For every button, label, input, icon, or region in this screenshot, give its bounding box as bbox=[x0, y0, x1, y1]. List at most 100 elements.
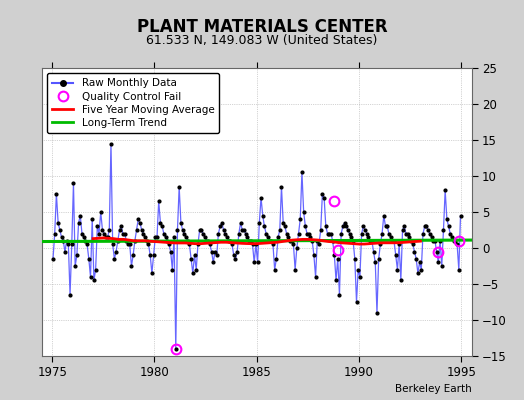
Point bbox=[208, 248, 216, 255]
Point bbox=[339, 223, 347, 230]
Point bbox=[71, 263, 79, 269]
Point bbox=[303, 230, 311, 237]
Point bbox=[386, 234, 395, 240]
Point bbox=[272, 256, 280, 262]
Point bbox=[364, 234, 373, 240]
Point bbox=[284, 234, 292, 240]
Point bbox=[315, 241, 323, 248]
Point bbox=[163, 238, 171, 244]
Point bbox=[311, 274, 320, 280]
Point bbox=[180, 230, 189, 237]
Point bbox=[80, 234, 88, 240]
Point bbox=[341, 220, 349, 226]
Point bbox=[270, 266, 279, 273]
Point bbox=[182, 234, 190, 240]
Point bbox=[318, 191, 326, 197]
Point bbox=[126, 241, 134, 248]
Point bbox=[400, 223, 408, 230]
Point bbox=[86, 274, 95, 280]
Point bbox=[444, 223, 453, 230]
Point bbox=[213, 252, 221, 258]
Text: 61.533 N, 149.083 W (United States): 61.533 N, 149.083 W (United States) bbox=[146, 34, 378, 47]
Point bbox=[260, 223, 269, 230]
Point bbox=[381, 223, 390, 230]
Point bbox=[108, 241, 117, 248]
Point bbox=[115, 227, 124, 233]
Point bbox=[221, 230, 230, 237]
Point bbox=[141, 234, 149, 240]
Point bbox=[83, 241, 91, 248]
Point bbox=[421, 223, 429, 230]
Point bbox=[220, 227, 228, 233]
Point bbox=[383, 223, 391, 230]
Point bbox=[192, 266, 200, 273]
Point bbox=[281, 223, 289, 230]
Point bbox=[242, 230, 250, 237]
Point bbox=[155, 198, 163, 204]
Point bbox=[146, 252, 155, 258]
Point bbox=[139, 230, 148, 237]
Point bbox=[144, 241, 152, 248]
Point bbox=[357, 230, 366, 237]
Point bbox=[161, 234, 170, 240]
Point bbox=[56, 227, 64, 233]
Point bbox=[265, 238, 274, 244]
Point bbox=[313, 238, 322, 244]
Point bbox=[149, 252, 158, 258]
Point bbox=[441, 187, 450, 194]
Point bbox=[133, 227, 141, 233]
Point bbox=[62, 238, 71, 244]
Point bbox=[288, 238, 296, 244]
Point bbox=[76, 212, 84, 219]
Point bbox=[356, 274, 364, 280]
Point bbox=[438, 263, 446, 269]
Point bbox=[254, 259, 262, 266]
Point bbox=[156, 220, 165, 226]
Point bbox=[345, 230, 354, 237]
Text: Berkeley Earth: Berkeley Earth bbox=[395, 384, 472, 394]
Point bbox=[434, 259, 443, 266]
Point bbox=[398, 227, 407, 233]
Point bbox=[304, 230, 313, 237]
Point bbox=[228, 241, 236, 248]
Point bbox=[375, 256, 383, 262]
Point bbox=[117, 223, 125, 230]
Point bbox=[168, 266, 177, 273]
Point bbox=[354, 266, 363, 273]
Point bbox=[204, 238, 212, 244]
Point bbox=[369, 248, 378, 255]
Point bbox=[424, 227, 432, 233]
Point bbox=[366, 238, 374, 244]
Point bbox=[95, 230, 103, 237]
Point bbox=[121, 230, 129, 237]
Point bbox=[211, 248, 219, 255]
Point bbox=[175, 184, 183, 190]
Point bbox=[291, 266, 299, 273]
Point bbox=[190, 252, 199, 258]
Point bbox=[292, 245, 301, 251]
Point bbox=[177, 220, 185, 226]
Point bbox=[388, 238, 397, 244]
Point bbox=[245, 238, 253, 244]
Point bbox=[276, 227, 284, 233]
Point bbox=[310, 252, 318, 258]
Point bbox=[134, 216, 143, 222]
Point bbox=[231, 256, 239, 262]
Point bbox=[173, 227, 182, 233]
Point bbox=[50, 230, 59, 237]
Point bbox=[127, 263, 136, 269]
Point bbox=[148, 270, 156, 276]
Point bbox=[330, 252, 339, 258]
Point bbox=[119, 230, 127, 237]
Point bbox=[235, 230, 243, 237]
Point bbox=[335, 292, 344, 298]
Point bbox=[206, 241, 214, 248]
Point bbox=[347, 234, 356, 240]
Point bbox=[189, 270, 197, 276]
Point bbox=[363, 230, 371, 237]
Point bbox=[368, 238, 376, 244]
Point bbox=[373, 310, 381, 316]
Point bbox=[274, 234, 282, 240]
Point bbox=[153, 234, 161, 240]
Point bbox=[248, 241, 257, 248]
